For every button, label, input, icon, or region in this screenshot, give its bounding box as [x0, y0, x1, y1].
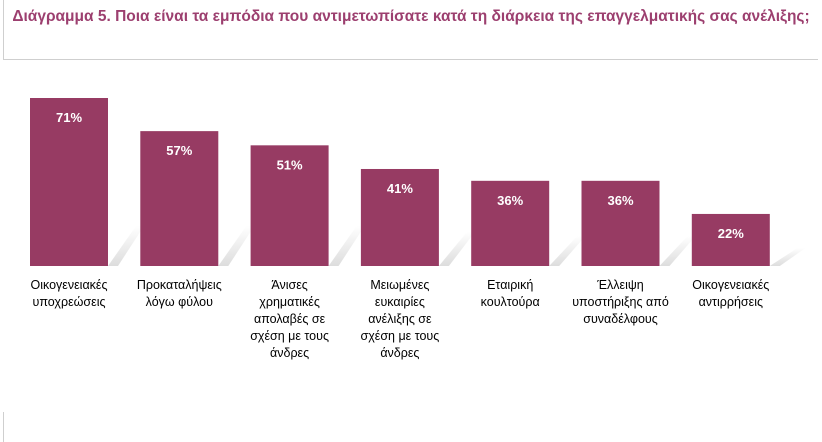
data-label: 51%: [277, 157, 303, 172]
category-label: Έλλειψη υποστήριξης από συναδέλφους: [572, 278, 669, 326]
chart-title: Διάγραμμα 5. Ποια είναι τα εμπόδια που α…: [12, 8, 810, 25]
data-label: 41%: [387, 181, 413, 196]
category-label: Οικογενειακές υποχρεώσεις: [30, 278, 107, 309]
frame-border-left-lower: [3, 412, 4, 442]
data-label: 57%: [166, 143, 192, 158]
bar: [581, 180, 660, 266]
bar: [30, 98, 108, 266]
data-label: 22%: [718, 226, 744, 241]
bar-shadow: [549, 236, 586, 266]
category-label: Άνισες χρηματικές απολαβές σε σχέση με τους…: [250, 278, 329, 360]
category-label: Προκαταλήψεις λόγω φύλου: [137, 278, 222, 309]
category-label: Οικογενειακές αντιρρήσεις: [692, 278, 769, 309]
data-label: 36%: [607, 193, 633, 208]
frame-border-bottom: [3, 59, 818, 60]
bar-shadow: [328, 226, 365, 266]
frame-border-left: [3, 0, 4, 60]
bar: [360, 168, 439, 266]
bar-shadow: [218, 226, 255, 266]
data-label: 71%: [56, 110, 82, 125]
bar-shadow: [108, 226, 144, 266]
category-label: Μειωμένες ευκαιρίες ανέλιξης σε σχέση με το…: [360, 278, 439, 360]
bar: [250, 145, 329, 266]
category-label: Εταιρική κουλτούρα: [481, 278, 540, 309]
bar: [691, 213, 770, 266]
bar: [140, 131, 219, 266]
bar-shadow: [659, 236, 696, 266]
bar-shadow: [769, 247, 806, 266]
bar-shadow: [438, 232, 475, 266]
bar: [471, 180, 550, 266]
data-label: 36%: [497, 193, 523, 208]
